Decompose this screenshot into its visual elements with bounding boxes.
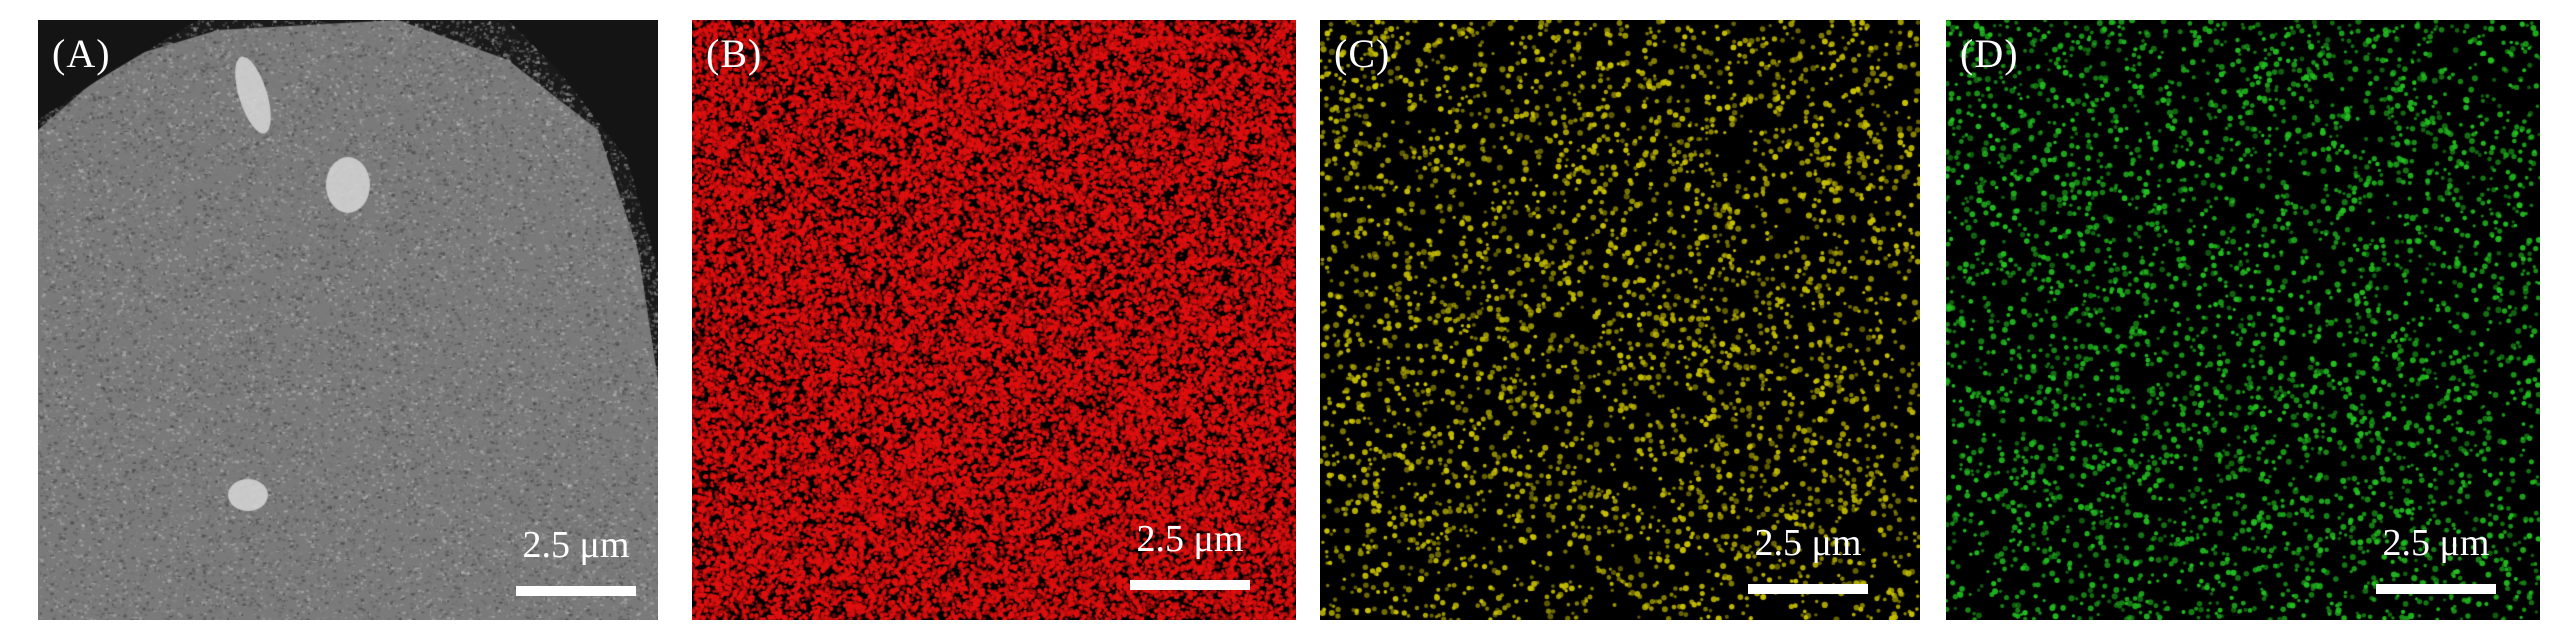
scale-bar xyxy=(516,586,636,596)
scale-bar xyxy=(2376,584,2496,594)
scale-bar-group: 2.5 μm xyxy=(1130,520,1250,590)
scale-bar-label: 2.5 μm xyxy=(1754,522,1862,564)
element-map-red xyxy=(692,20,1296,620)
element-map-panel-b: (B) 2.5 μm xyxy=(692,20,1296,620)
element-map-panel-d: (D) 2.5 μm xyxy=(1946,20,2540,620)
element-map-yellow xyxy=(1320,20,1920,620)
scale-bar-group: 2.5 μm xyxy=(516,526,636,596)
scale-bar-label: 2.5 μm xyxy=(522,524,630,566)
scale-bar xyxy=(1130,580,1250,590)
panel-label-a: (A) xyxy=(52,31,111,76)
panel-label-d: (D) xyxy=(1960,31,2019,76)
scale-bar-label: 2.5 μm xyxy=(2382,522,2490,564)
scale-bar-label: 2.5 μm xyxy=(1136,518,1244,560)
scale-bar-group: 2.5 μm xyxy=(2376,524,2496,594)
element-map-panel-c: (C) 2.5 μm xyxy=(1320,20,1920,620)
scale-bar-group: 2.5 μm xyxy=(1748,524,1868,594)
scale-bar xyxy=(1748,584,1868,594)
sem-micrograph xyxy=(38,20,658,620)
panel-label-c: (C) xyxy=(1334,31,1391,76)
sem-image-panel: (A) 2.5 μm xyxy=(38,20,658,620)
element-map-green xyxy=(1946,20,2540,620)
panel-label-b: (B) xyxy=(706,31,763,76)
